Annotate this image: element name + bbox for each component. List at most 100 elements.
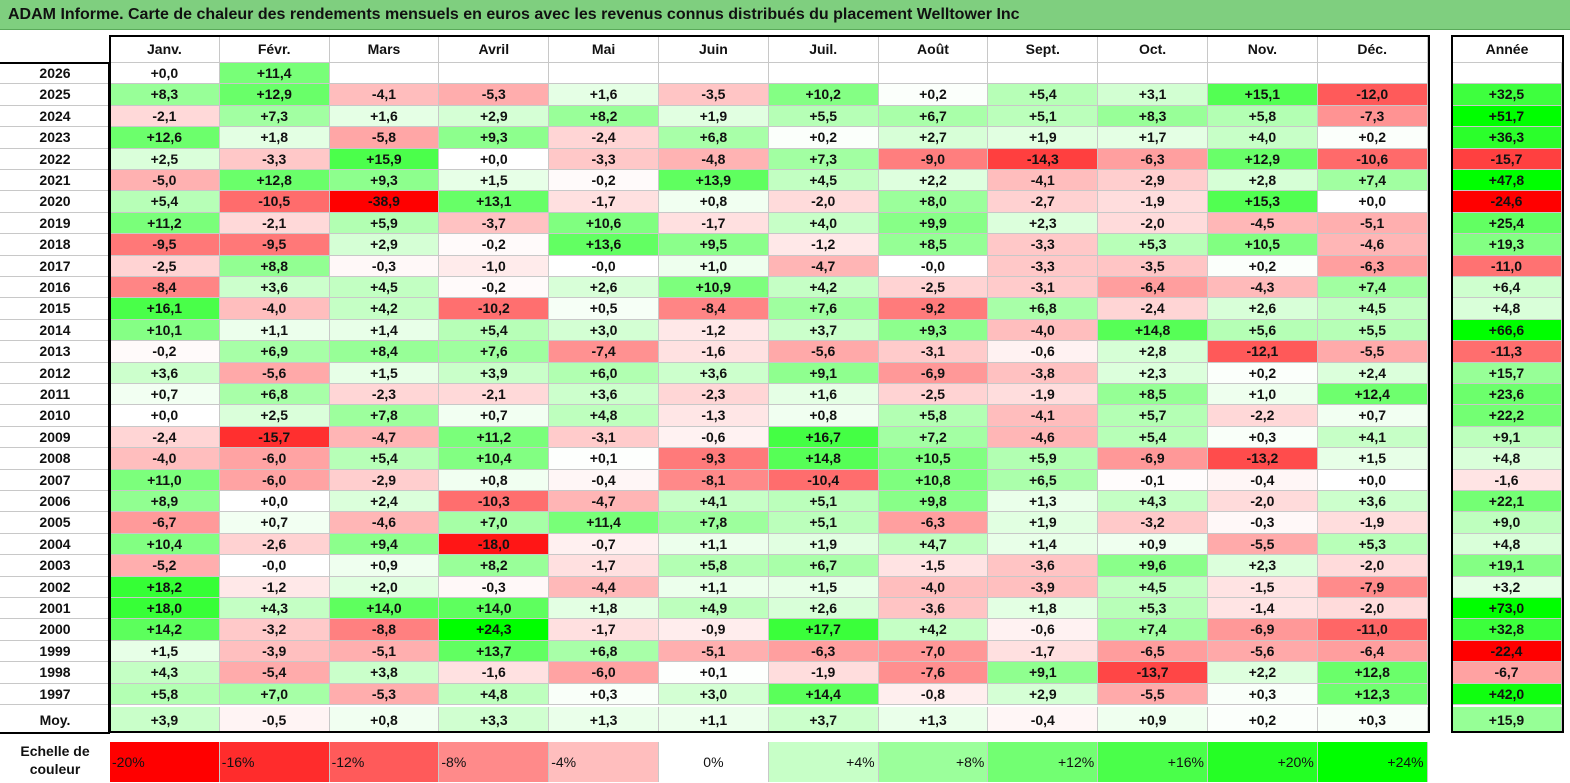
heatmap-cell: +8,2	[549, 105, 659, 128]
heatmap-cell: +6,8	[549, 640, 659, 663]
color-scale-swatch: +4%	[768, 742, 879, 782]
year-label: 2012	[0, 363, 110, 384]
heatmap-cell: -10,4	[768, 469, 879, 491]
annual-cell: -15,7	[1452, 148, 1562, 170]
year-label: 1998	[0, 662, 110, 684]
year-label: 2004	[0, 534, 110, 556]
heatmap-cell: +5,5	[1317, 319, 1428, 342]
heatmap-cell: +1,8	[988, 598, 1099, 620]
heatmap-cell: -2,1	[439, 384, 550, 406]
heatmap-cell: -0,2	[110, 341, 220, 363]
heatmap-cell: -2,0	[768, 191, 879, 213]
heatmap-cell: +3,9	[439, 362, 550, 384]
heatmap-cell: -0,9	[659, 619, 769, 641]
heatmap-cell: -1,7	[549, 619, 659, 641]
heatmap-cell: +8,5	[1098, 384, 1208, 406]
heatmap-cell: +12,4	[1317, 384, 1428, 406]
heatmap-cell: +0,1	[549, 448, 659, 470]
month-header: Nov.	[1208, 36, 1318, 63]
heatmap-cell: -2,9	[329, 469, 440, 491]
heatmap-cell: -2,3	[329, 384, 440, 406]
heatmap-cell: -3,7	[439, 212, 550, 235]
heatmap-cell: +0,2	[1208, 362, 1318, 384]
heatmap-cell: +4,0	[768, 212, 879, 235]
heatmap-cell: -2,4	[110, 426, 220, 449]
heatmap-cell: -2,2	[1208, 405, 1318, 427]
heatmap-cell: -3,3	[549, 148, 659, 170]
heatmap-cell: +14,2	[110, 619, 220, 641]
heatmap-cell: -12,1	[1208, 341, 1318, 363]
heatmap-cell: -0,6	[659, 426, 769, 449]
annual-cell: +9,1	[1452, 426, 1562, 449]
annual-cell: +25,4	[1452, 212, 1562, 235]
year-label: 2000	[0, 619, 110, 641]
average-cell: +3,7	[768, 707, 879, 734]
heatmap-cell: +3,6	[1317, 491, 1428, 513]
heatmap-cell: +15,9	[329, 148, 440, 170]
heatmap-cell: +5,4	[329, 448, 440, 470]
heatmap-cell: +18,0	[110, 598, 220, 620]
heatmap-cell: -4,0	[878, 576, 989, 598]
heatmap-cell: +4,5	[768, 170, 879, 192]
heatmap-cell: +5,8	[878, 405, 989, 427]
heatmap-cell: +0,3	[1208, 426, 1318, 449]
month-header: Juin	[659, 36, 769, 63]
year-label: 2024	[0, 106, 110, 128]
heatmap-cell: +0,0	[1317, 469, 1428, 491]
heatmap-cell: -0,0	[549, 255, 659, 277]
heatmap-cell: -2,5	[110, 255, 220, 277]
year-label: 2017	[0, 256, 110, 277]
heatmap-cell: +1,1	[659, 533, 769, 556]
year-label: 2026	[0, 63, 110, 85]
heatmap-cell: -3,5	[659, 84, 769, 106]
month-header: Avril	[439, 36, 550, 63]
heatmap-cell: +0,3	[1208, 683, 1318, 705]
heatmap-cell: +1,0	[659, 255, 769, 277]
heatmap-cell: +4,3	[219, 598, 330, 620]
heatmap-cell: +5,4	[1098, 426, 1208, 449]
heatmap-cell: +12,8	[1317, 662, 1428, 684]
heatmap-cell: +5,8	[1208, 105, 1318, 128]
year-label: 2022	[0, 149, 110, 170]
heatmap-cell: -2,5	[878, 384, 989, 406]
heatmap-cell: +2,6	[768, 598, 879, 620]
heatmap-cell: +6,5	[988, 469, 1099, 491]
heatmap-cell: -4,6	[329, 512, 440, 534]
annual-cell: +19,3	[1452, 234, 1562, 256]
heatmap-cell: +2,4	[1317, 362, 1428, 384]
heatmap-cell: +10,4	[439, 448, 550, 470]
color-scale-swatch: +12%	[988, 742, 1099, 782]
color-scale-swatch: -20%	[110, 742, 220, 782]
heatmap-cell: +5,1	[768, 512, 879, 534]
month-header: Juil.	[768, 36, 879, 63]
heatmap-cell: +5,9	[988, 448, 1099, 470]
heatmap-cell: +2,2	[1208, 662, 1318, 684]
heatmap-cell: +6,9	[219, 341, 330, 363]
heatmap-cell: -2,0	[1317, 598, 1428, 620]
heatmap-cell: +8,5	[878, 234, 989, 256]
color-scale-swatch: -12%	[329, 742, 440, 782]
year-label: 2015	[0, 298, 110, 320]
heatmap-cell: +3,0	[549, 319, 659, 342]
heatmap-cell: -1,4	[1208, 598, 1318, 620]
heatmap-cell: -3,3	[988, 255, 1099, 277]
heatmap-cell: +2,3	[1208, 555, 1318, 577]
year-label: 2009	[0, 427, 110, 449]
heatmap-cell: +15,1	[1208, 84, 1318, 106]
heatmap-cell: -0,2	[549, 170, 659, 192]
heatmap-cell: -4,3	[1208, 277, 1318, 299]
heatmap-cell: +4,1	[1317, 426, 1428, 449]
heatmap-cell: +4,3	[1098, 491, 1208, 513]
annual-cell: +4,8	[1452, 298, 1562, 320]
chart-title: ADAM Informe. Carte de chaleur des rende…	[8, 6, 1020, 23]
heatmap-cell: +6,8	[219, 384, 330, 406]
heatmap-cell: +11,2	[439, 426, 550, 449]
heatmap-cell: -0,6	[988, 619, 1099, 641]
annual-cell: +73,0	[1452, 598, 1562, 620]
heatmap-cell: -14,3	[988, 148, 1099, 170]
heatmap-cell: +7,6	[768, 298, 879, 320]
heatmap-cell: +1,9	[988, 127, 1099, 149]
heatmap-cell: +2,3	[988, 212, 1099, 235]
heatmap-cell	[1208, 63, 1318, 85]
heatmap-cell: -0,0	[219, 555, 330, 577]
